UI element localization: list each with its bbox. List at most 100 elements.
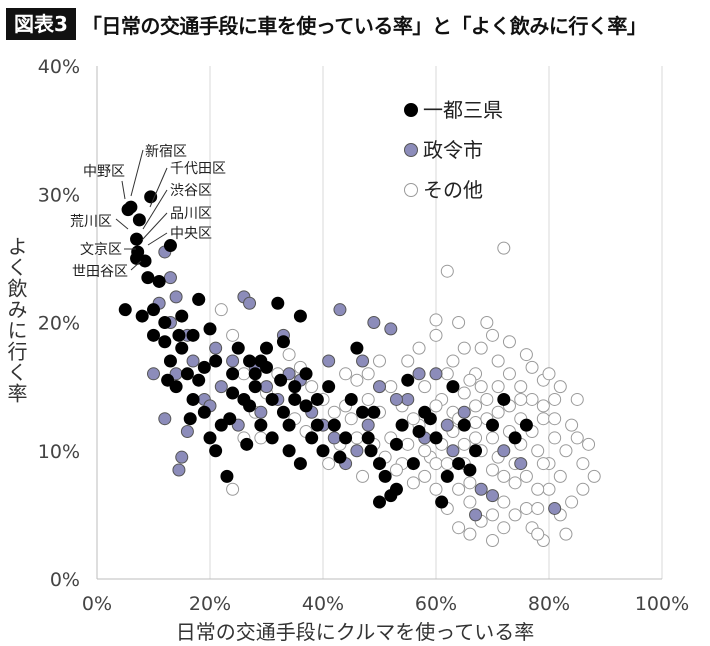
data-point	[570, 431, 584, 445]
data-point	[130, 232, 144, 246]
annotation-leader-line	[121, 180, 126, 200]
data-point	[248, 380, 262, 394]
data-point	[502, 367, 516, 381]
data-point	[486, 489, 499, 503]
data-point	[440, 264, 454, 278]
data-point	[310, 392, 324, 406]
data-point	[548, 412, 562, 426]
data-point	[553, 380, 567, 394]
data-point	[491, 354, 505, 368]
data-point	[364, 444, 378, 458]
data-point	[147, 328, 160, 342]
data-point	[147, 303, 160, 317]
legend-marker	[404, 183, 418, 197]
data-point	[469, 431, 483, 445]
data-point	[118, 303, 132, 317]
annotation-label: 千代田区	[170, 161, 226, 177]
data-point	[333, 303, 347, 317]
data-point	[553, 469, 567, 483]
figure-label: 図表3	[6, 8, 76, 40]
x-tick-label: 20%	[189, 593, 231, 615]
data-point	[446, 354, 460, 368]
data-point	[508, 431, 522, 445]
data-point	[260, 341, 273, 355]
data-point	[356, 405, 370, 419]
data-point	[401, 392, 415, 406]
data-point	[389, 482, 403, 496]
data-point	[378, 469, 392, 483]
data-point	[158, 335, 172, 349]
data-point	[429, 482, 443, 496]
data-point	[226, 482, 240, 496]
y-tick-label: 0%	[50, 569, 80, 591]
data-point	[361, 418, 375, 432]
data-point	[440, 469, 454, 483]
data-point	[406, 412, 420, 426]
data-point	[418, 444, 432, 458]
data-point	[339, 431, 353, 445]
data-point	[486, 328, 499, 342]
data-point	[254, 431, 268, 445]
data-point	[214, 380, 228, 394]
legend-marker	[404, 143, 418, 157]
data-point	[161, 373, 175, 387]
data-point	[406, 476, 420, 490]
data-point	[361, 392, 375, 406]
data-point	[209, 341, 223, 355]
data-point	[350, 341, 364, 355]
y-tick-label: 30%	[38, 184, 80, 206]
data-point	[514, 392, 528, 406]
data-point	[401, 354, 415, 368]
x-axis-label: 日常の交通手段にクルマを使っている率	[175, 620, 535, 644]
data-point	[582, 437, 596, 451]
data-point	[423, 412, 437, 426]
data-point	[452, 457, 466, 471]
data-point	[401, 437, 415, 451]
data-point	[531, 482, 545, 496]
data-point	[497, 444, 511, 458]
data-point	[350, 431, 364, 445]
data-point	[519, 418, 533, 432]
data-point	[486, 534, 499, 548]
annotation-label: 文京区	[80, 242, 122, 258]
data-point	[327, 431, 341, 445]
data-point	[361, 367, 375, 381]
data-point	[254, 405, 268, 419]
data-point	[344, 392, 358, 406]
annotation-label: 新宿区	[145, 143, 187, 160]
data-point	[327, 405, 341, 419]
data-point	[491, 380, 505, 394]
figure-header: 図表3 「日常の交通手段に車を使っている率」と「よく飲みに行く率」	[6, 6, 647, 42]
data-point	[180, 367, 194, 381]
data-point	[226, 328, 240, 342]
data-point	[158, 316, 172, 329]
data-point	[440, 457, 454, 471]
data-point	[463, 476, 477, 490]
data-point	[536, 399, 550, 413]
x-tick-label: 100%	[635, 593, 689, 615]
data-point	[192, 292, 206, 306]
data-point	[305, 380, 319, 394]
data-point	[220, 469, 234, 483]
data-point	[497, 495, 511, 509]
legend-label: その他	[423, 178, 483, 202]
data-point	[186, 354, 200, 368]
annotation-label: 中野区	[83, 164, 125, 180]
data-point	[542, 482, 556, 496]
annotation-label: 中央区	[170, 226, 212, 242]
data-point	[463, 373, 477, 387]
data-point	[548, 501, 562, 515]
data-point	[163, 271, 177, 285]
data-point	[401, 373, 415, 387]
data-point	[203, 322, 217, 336]
data-point	[570, 392, 584, 406]
data-point	[135, 309, 149, 323]
data-point	[384, 322, 398, 336]
data-point	[519, 501, 533, 515]
annotation-leader-line	[149, 167, 168, 208]
data-point	[525, 392, 539, 406]
x-tick-label: 0%	[82, 593, 112, 615]
annotation-leader-line	[142, 189, 168, 230]
annotation-label: 世田谷区	[72, 264, 128, 280]
data-point	[243, 399, 257, 413]
